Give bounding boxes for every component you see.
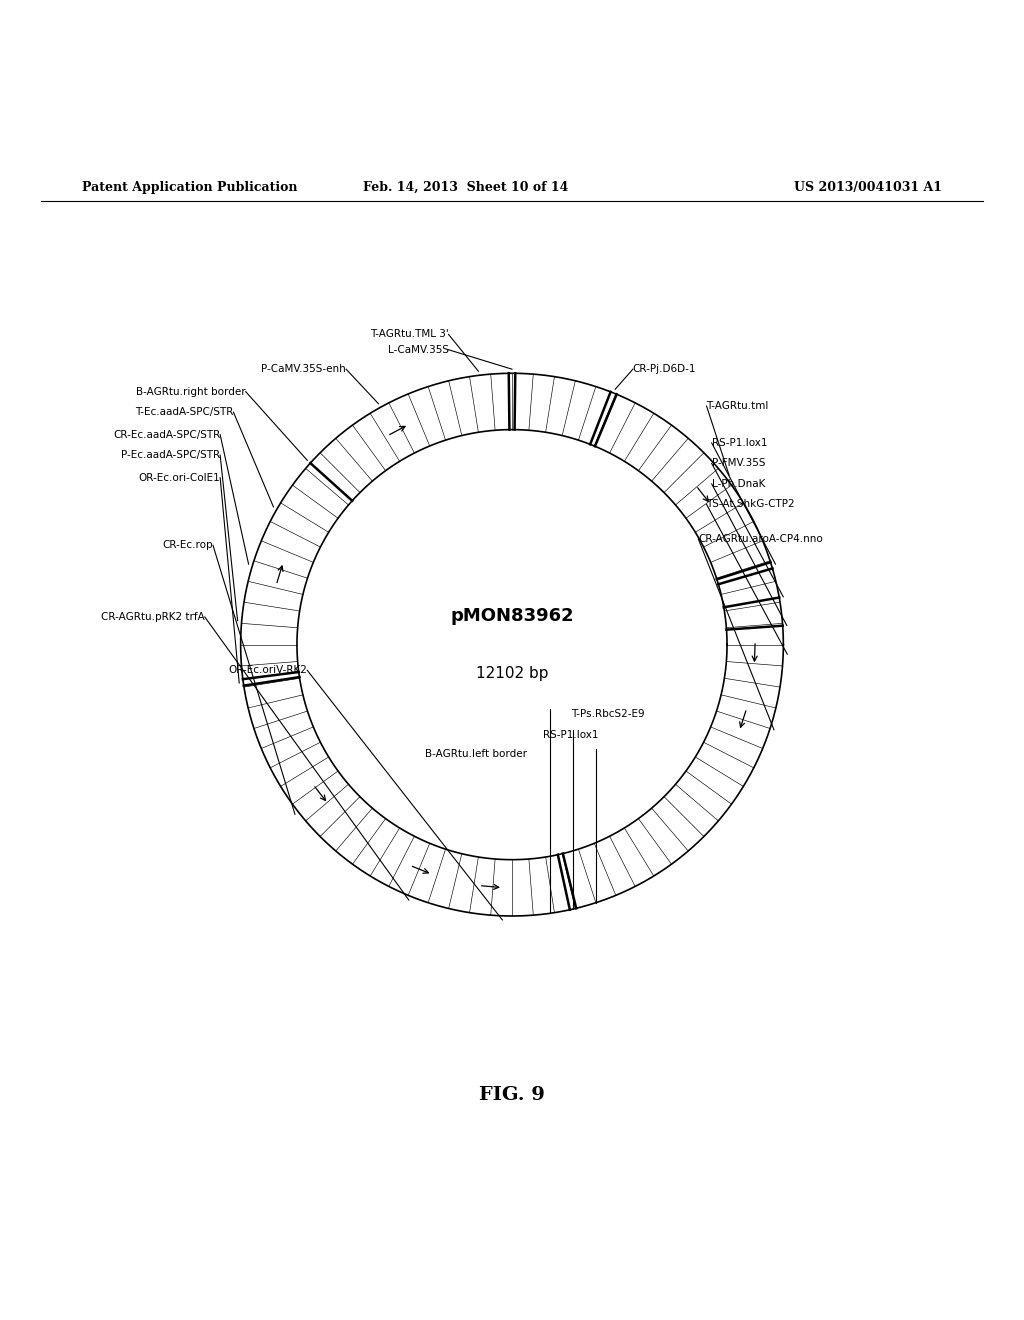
Text: Patent Application Publication: Patent Application Publication xyxy=(82,181,297,194)
Text: FIG. 9: FIG. 9 xyxy=(479,1086,545,1105)
Text: T-Ec.aadA-SPC/STR: T-Ec.aadA-SPC/STR xyxy=(135,407,233,417)
Text: L-CaMV.35S: L-CaMV.35S xyxy=(387,345,449,355)
Text: P-CaMV.35S-enh: P-CaMV.35S-enh xyxy=(261,364,346,374)
Text: T-Ps.RbcS2-E9: T-Ps.RbcS2-E9 xyxy=(571,709,645,719)
Text: CR-Ec.aadA-SPC/STR: CR-Ec.aadA-SPC/STR xyxy=(113,430,220,440)
Text: OR-Ec.ori-ColE1: OR-Ec.ori-ColE1 xyxy=(138,473,220,483)
Text: Feb. 14, 2013  Sheet 10 of 14: Feb. 14, 2013 Sheet 10 of 14 xyxy=(364,181,568,194)
Text: L-Ph.DnaK: L-Ph.DnaK xyxy=(712,479,765,488)
Text: B-AGRtu.left border: B-AGRtu.left border xyxy=(425,748,527,759)
Text: OR-Ec.oriV-RK2: OR-Ec.oriV-RK2 xyxy=(228,665,307,676)
Text: T-AGRtu.TML 3': T-AGRtu.TML 3' xyxy=(370,330,449,339)
Text: RS-P1.lox1: RS-P1.lox1 xyxy=(543,730,598,739)
Text: pMON83962: pMON83962 xyxy=(451,607,573,624)
Text: RS-P1.lox1: RS-P1.lox1 xyxy=(712,438,767,447)
Text: T-AGRtu.tml: T-AGRtu.tml xyxy=(707,401,769,411)
Text: US 2013/0041031 A1: US 2013/0041031 A1 xyxy=(794,181,942,194)
Text: CR-Ec.rop: CR-Ec.rop xyxy=(163,540,213,550)
Text: P-FMV.35S: P-FMV.35S xyxy=(712,458,765,469)
Text: CR-Pj.D6D-1: CR-Pj.D6D-1 xyxy=(633,364,696,374)
Text: B-AGRtu.right border: B-AGRtu.right border xyxy=(136,387,246,397)
Text: 12102 bp: 12102 bp xyxy=(476,665,548,681)
Text: CR-AGRtu.pRK2 trfA: CR-AGRtu.pRK2 trfA xyxy=(101,612,205,622)
Text: P-Ec.aadA-SPC/STR: P-Ec.aadA-SPC/STR xyxy=(121,450,220,461)
Text: CR-AGRtu.aroA-CP4.nno: CR-AGRtu.aroA-CP4.nno xyxy=(698,535,823,544)
Text: TS-At.ShkG-CTP2: TS-At.ShkG-CTP2 xyxy=(707,499,796,510)
